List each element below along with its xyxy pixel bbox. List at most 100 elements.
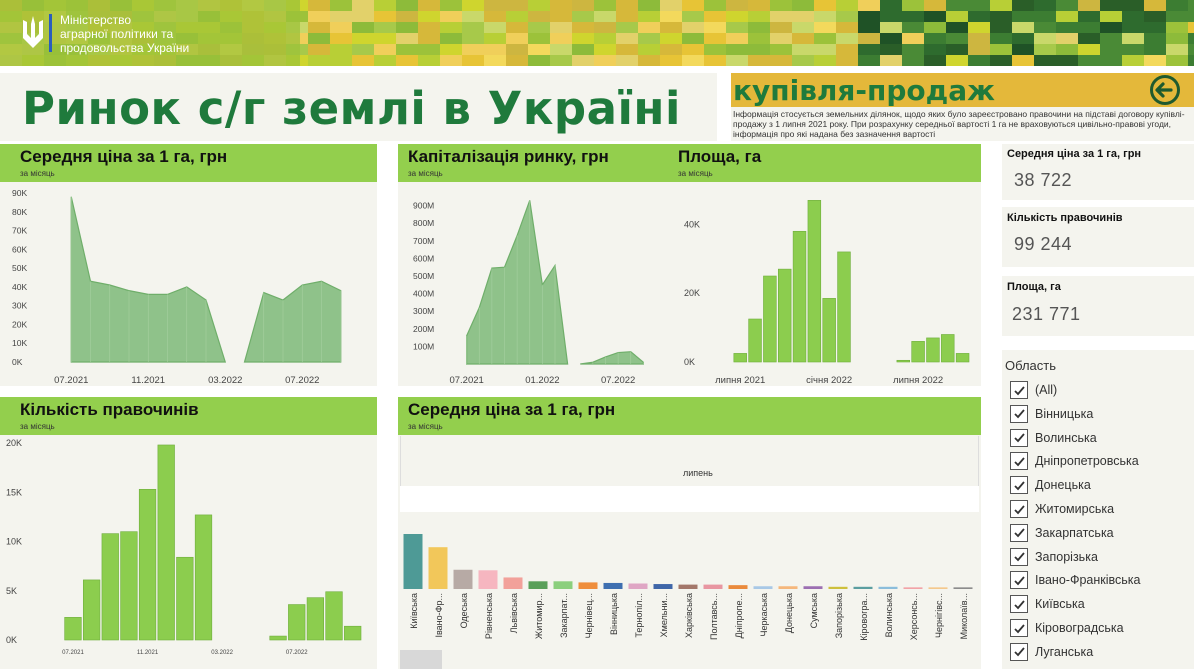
region-filter-item[interactable]: Дніпропетровська <box>1010 451 1139 471</box>
y-tick-label: 100M <box>413 341 434 351</box>
region-checkbox[interactable] <box>1010 595 1028 614</box>
banner-tile <box>814 44 836 55</box>
region-checkbox[interactable] <box>1010 642 1028 661</box>
title-box <box>0 73 717 141</box>
region-filter-item[interactable]: Вінницька <box>1010 404 1093 424</box>
region-filter-item[interactable]: Запорізька <box>1010 547 1098 567</box>
region-filter-item[interactable]: Закарпатська <box>1010 523 1114 543</box>
banner-tile <box>550 44 572 55</box>
banner-tile <box>770 55 792 66</box>
back-arrow-icon[interactable] <box>1148 74 1182 106</box>
region-checkbox[interactable] <box>1010 404 1028 423</box>
banner-tile <box>594 44 616 55</box>
banner-tile <box>1034 0 1056 11</box>
region-checkbox[interactable] <box>1010 381 1028 399</box>
bar <box>878 586 898 589</box>
banner-tile <box>946 22 968 33</box>
region-filter-item[interactable]: Київська <box>1010 594 1085 614</box>
banner-tile <box>990 44 1012 55</box>
banner-tile <box>462 33 484 44</box>
y-tick-label: 10K <box>12 338 27 348</box>
checkmark-icon <box>1013 552 1025 562</box>
banner-tile <box>1122 22 1144 33</box>
bar <box>955 353 970 363</box>
banner-tile <box>660 55 682 66</box>
horizontal-scrollbar[interactable] <box>400 650 442 669</box>
banner-tile <box>440 0 462 11</box>
x-tick-label: липня 2021 <box>715 375 765 386</box>
banner-tile <box>572 22 594 33</box>
banner-tile <box>594 55 616 66</box>
category-label: Сумська <box>809 593 819 628</box>
region-checkbox[interactable] <box>1010 523 1028 542</box>
checkmark-icon <box>1013 528 1025 538</box>
banner-tile <box>616 11 638 22</box>
banner-tile <box>924 11 946 22</box>
category-label: Миколаїв... <box>959 593 969 639</box>
region-filter-label: Вінницька <box>1035 406 1094 421</box>
area-title: Площа, га <box>678 147 762 166</box>
checkmark-icon <box>1013 457 1025 467</box>
banner-tile <box>1144 33 1166 44</box>
region-checkbox[interactable] <box>1010 547 1028 566</box>
banner-tile <box>352 0 374 11</box>
category-label: Волинська <box>884 593 894 637</box>
region-checkbox[interactable] <box>1010 571 1028 590</box>
banner-tile <box>1166 55 1188 66</box>
region-filter-item[interactable]: (All) <box>1010 380 1057 400</box>
bar <box>503 577 523 589</box>
banner-tile <box>528 0 550 11</box>
region-checkbox[interactable] <box>1010 500 1028 518</box>
region-price-chart: Київська Івано-Фр... Одеська Рівненська Льві… <box>403 534 973 641</box>
banner-tile <box>1034 55 1056 66</box>
banner-tile <box>374 22 396 33</box>
bar <box>911 341 925 363</box>
banner-tile <box>660 11 682 22</box>
region-checkbox[interactable] <box>1010 476 1028 495</box>
banner-tile <box>418 0 440 11</box>
bar <box>926 337 940 363</box>
banner-tile <box>550 33 572 44</box>
region-filter-item[interactable]: Івано-Франківська <box>1010 570 1140 590</box>
area-subtitle: за місяць <box>678 169 713 178</box>
banner-tile <box>308 0 330 11</box>
banner-tile <box>506 55 528 66</box>
banner-tile <box>660 0 682 11</box>
banner-tile <box>462 11 484 22</box>
bar <box>478 570 498 589</box>
region-checkbox[interactable] <box>1010 619 1028 637</box>
checkmark-icon <box>1013 623 1025 633</box>
region-filter-item[interactable]: Житомирська <box>1010 499 1114 519</box>
banner-tile <box>836 44 858 55</box>
region-checkbox[interactable] <box>1010 452 1028 471</box>
banner-tile <box>880 33 902 44</box>
bar <box>753 586 773 589</box>
region-filter-item[interactable]: Луганська <box>1010 642 1093 662</box>
bar <box>528 581 548 589</box>
banner-tile <box>902 0 924 11</box>
kpi-avg-price-label: Середня ціна за 1 га, грн <box>1007 148 1142 160</box>
region-checkbox[interactable] <box>1010 428 1028 447</box>
banner-tile <box>1188 55 1194 66</box>
region-filter-item[interactable]: Кіровоградська <box>1010 618 1124 638</box>
banner-tile <box>506 11 528 22</box>
region-filter-item[interactable]: Донецька <box>1010 475 1091 495</box>
bar <box>792 230 807 363</box>
banner-tile <box>748 11 770 22</box>
banner-tile <box>1100 0 1122 11</box>
y-tick-label: 70K <box>12 226 27 236</box>
banner-tile <box>440 55 462 66</box>
banner-tile <box>902 22 924 33</box>
bar <box>703 584 723 589</box>
banner-tile <box>484 11 506 22</box>
bar <box>628 583 648 589</box>
banner-tile <box>484 22 506 33</box>
banner-tile <box>792 0 814 11</box>
banner-tile <box>1188 22 1194 33</box>
banner-tile <box>1078 0 1100 11</box>
banner-tile <box>704 0 726 11</box>
banner-tile <box>726 11 748 22</box>
banner-tile <box>352 33 374 44</box>
region-filter-item[interactable]: Волинська <box>1010 428 1097 448</box>
x-tick-label: 07.2022 <box>286 650 308 656</box>
